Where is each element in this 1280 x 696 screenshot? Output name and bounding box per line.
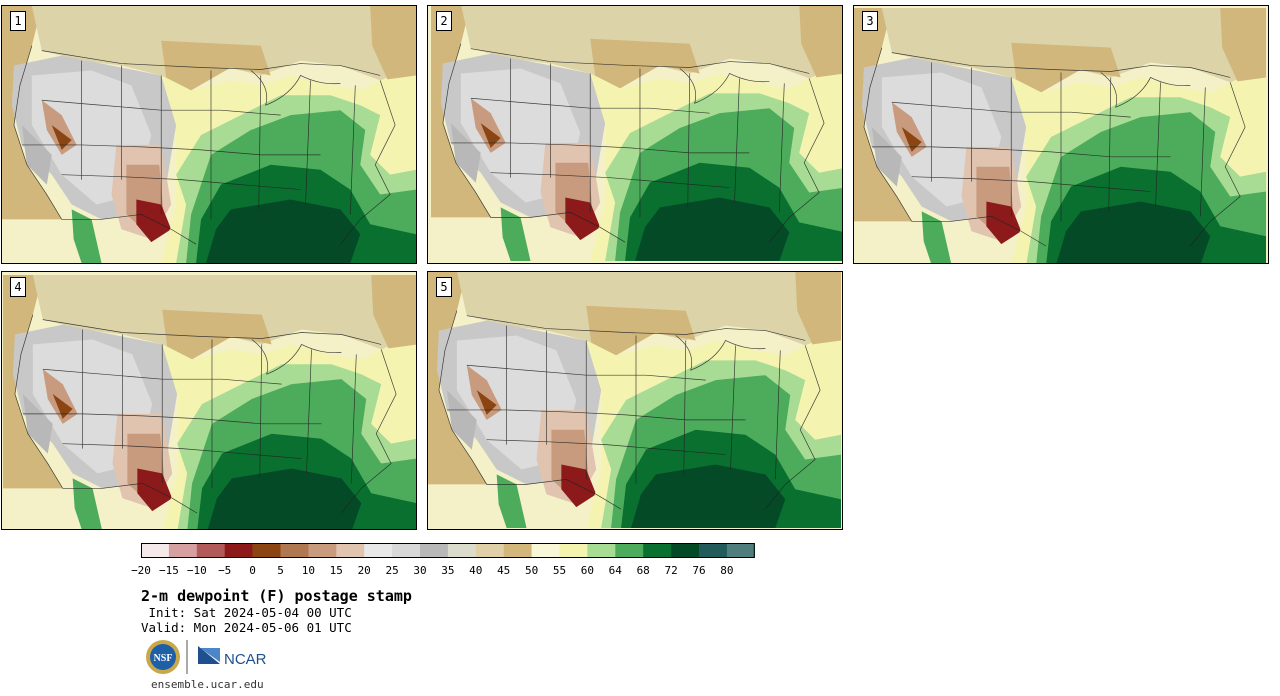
colorbar-tick-label: 55 [552, 564, 567, 577]
colorbar-tick-label: 15 [329, 564, 343, 577]
valid-time: Valid: Mon 2024-05-06 01 UTC [141, 620, 352, 635]
colorbar-swatch [252, 543, 281, 558]
map-panel-2: 2 [427, 5, 843, 264]
map-panel-1: 1 [1, 5, 417, 264]
chart-title: 2-m dewpoint (F) postage stamp [141, 587, 412, 605]
colorbar-tick-label: 76 [692, 564, 706, 577]
colorbar-swatch [475, 543, 504, 558]
map-panel-5: 5 [427, 271, 843, 530]
dewpoint-map [2, 6, 416, 263]
colorbar-tick-label: −20 [131, 564, 151, 577]
colorbar-swatch [336, 543, 365, 558]
colorbar-swatch [364, 543, 393, 558]
colorbar-tick-label: 10 [301, 564, 316, 577]
colorbar [141, 543, 755, 558]
colorbar-swatch [587, 543, 616, 558]
logos: NSF NCAR [144, 638, 274, 676]
colorbar-tick-label: 30 [413, 564, 427, 577]
colorbar-tick-label: 50 [524, 564, 539, 577]
colorbar-tick-label: 35 [441, 564, 455, 577]
colorbar-swatch [503, 543, 532, 558]
colorbar-tick-label: 72 [664, 564, 678, 577]
colorbar-tick-label: 45 [497, 564, 511, 577]
colorbar-swatch [420, 543, 449, 558]
colorbar-ticks: −20 −15 −10 −5 0 5 10 15 20 25 30 35 40 45 50 55 60 64 68 7… [0, 564, 900, 578]
panel-number: 3 [862, 11, 878, 31]
nsf-ncar-logos: NSF NCAR [146, 640, 267, 674]
colorbar-swatch [615, 543, 644, 558]
colorbar-tick-label: 40 [469, 564, 483, 577]
ncar-logo-icon: NCAR [198, 646, 267, 668]
colorbar-tick-label: −15 [158, 564, 179, 577]
colorbar-swatch [671, 543, 700, 558]
colorbar-tick-label: 64 [608, 564, 622, 577]
colorbar-tick-label: 68 [636, 564, 650, 577]
ncar-logo-text: NCAR [224, 651, 267, 668]
colorbar-tick-label: 0 [249, 564, 256, 577]
colorbar-tick-label: 60 [580, 564, 595, 577]
panel-number: 4 [10, 277, 26, 297]
colorbar-swatch [726, 543, 755, 558]
colorbar-swatch [531, 543, 560, 558]
colorbar-tick-label: 80 [720, 564, 734, 577]
dewpoint-map [428, 272, 842, 529]
colorbar-swatch [280, 543, 309, 558]
colorbar-swatch [168, 543, 198, 558]
nsf-logo-text: NSF [154, 653, 173, 664]
map-panel-4: 4 [1, 271, 417, 530]
nsf-logo-icon: NSF [146, 640, 180, 674]
panel-number: 5 [436, 277, 452, 297]
colorbar-swatch [392, 543, 421, 558]
colorbar-border [141, 543, 755, 558]
colorbar-swatch [308, 543, 337, 558]
site-url: ensemble.ucar.edu [151, 678, 264, 691]
colorbar-swatch [559, 543, 588, 558]
colorbar-swatch [643, 543, 672, 558]
colorbar-swatch [141, 543, 170, 558]
panel-number: 2 [436, 11, 452, 31]
colorbar-swatch [196, 543, 225, 558]
dewpoint-map [2, 274, 416, 529]
map-panel-3: 3 [853, 5, 1269, 264]
colorbar-tick-label: 5 [277, 564, 284, 577]
colorbar-tick-label: −5 [218, 564, 232, 577]
dewpoint-map [854, 7, 1267, 263]
colorbar-swatch [447, 543, 477, 558]
colorbar-swatch [224, 543, 253, 558]
init-time: Init: Sat 2024-05-04 00 UTC [141, 605, 352, 620]
panel-number: 1 [10, 11, 26, 31]
dewpoint-map [430, 6, 842, 262]
colorbar-tick-label: 25 [385, 564, 399, 577]
colorbar-swatch [699, 543, 728, 558]
colorbar-tick-label: 20 [357, 564, 371, 577]
colorbar-tick-label: −10 [186, 564, 207, 577]
